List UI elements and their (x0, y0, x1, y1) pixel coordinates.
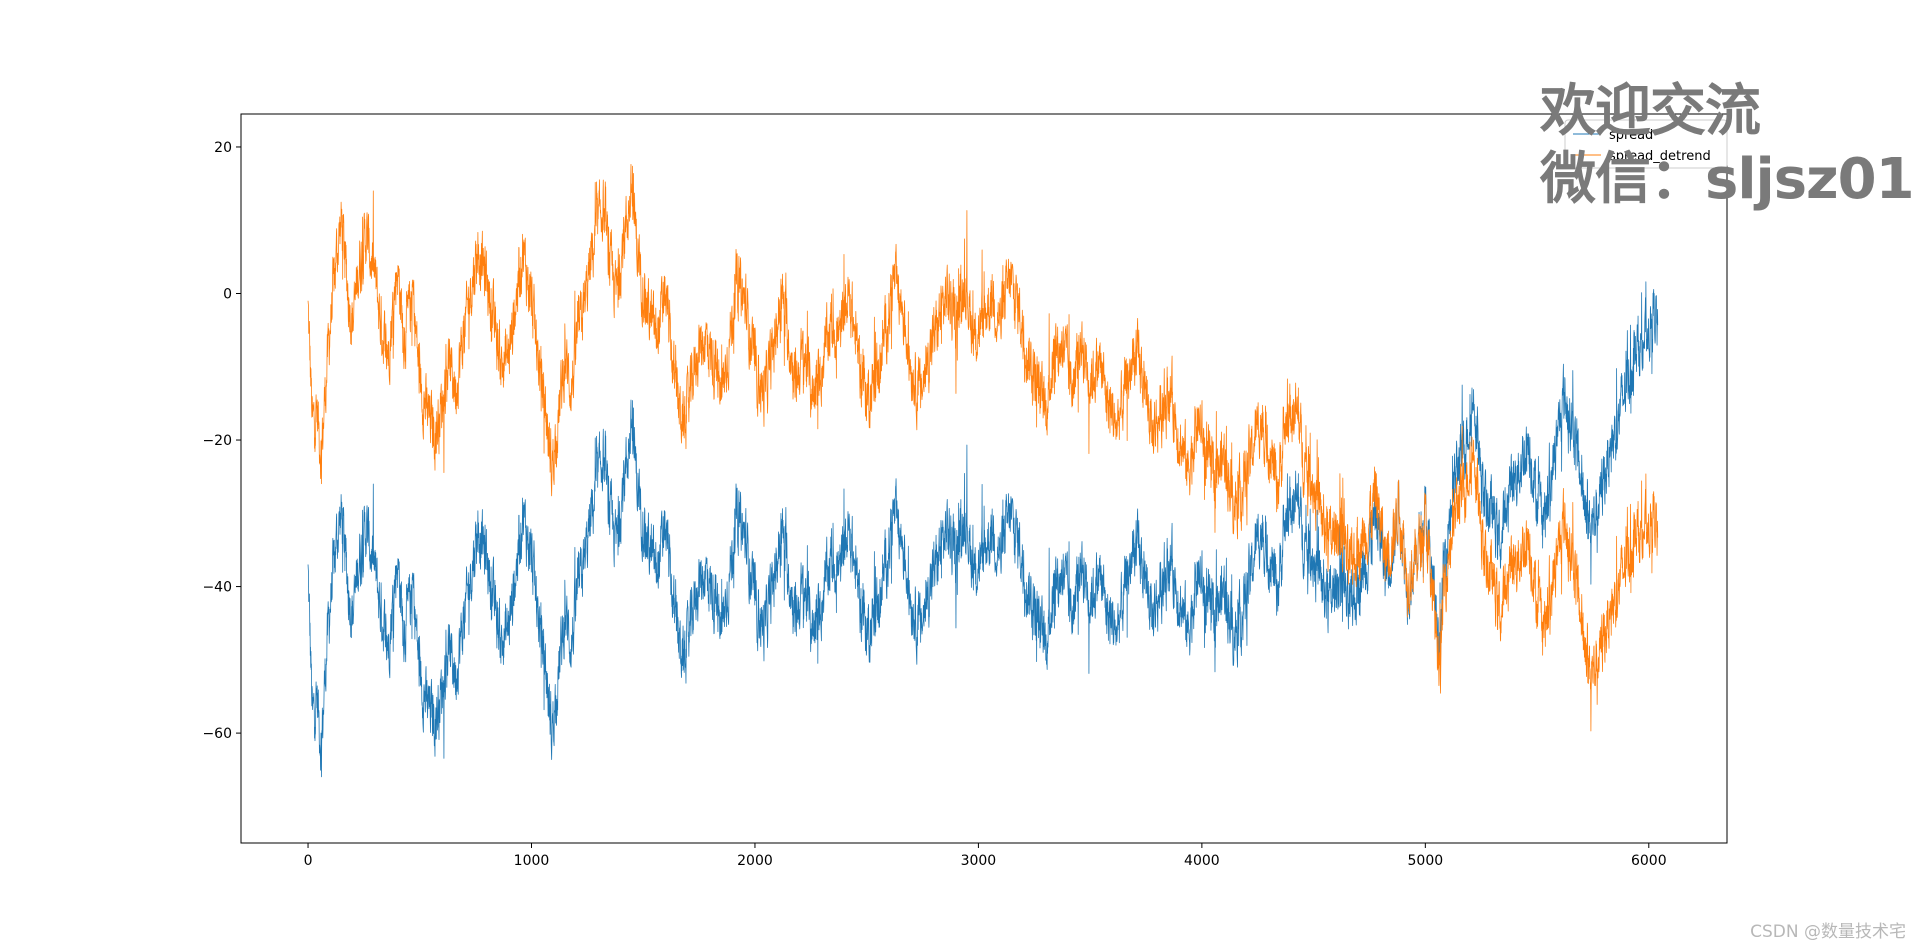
x-axis: 0 1000 2000 3000 4000 5000 6000 (304, 843, 1667, 869)
series-lines (307, 163, 1659, 778)
plot-area-frame (240, 113, 1728, 844)
legend-label: spread_detrend (1609, 149, 1711, 164)
x-tick-label: 1000 (514, 853, 550, 869)
legend-box (1564, 119, 1728, 169)
series-line-spread (307, 281, 1659, 778)
legend: spread spread_detrend (1564, 119, 1728, 169)
x-tick-label: 2000 (737, 853, 773, 869)
y-tick-label: −40 (202, 580, 232, 596)
x-tick-label: 5000 (1408, 853, 1444, 869)
y-tick-label: −20 (202, 433, 232, 449)
credit-text: CSDN @数量技术宅 (1750, 922, 1906, 942)
watermark-line-2: 微信：sljsz01 (1540, 147, 1915, 212)
x-tick-label: 0 (304, 853, 313, 869)
watermark-line-1: 欢迎交流 (1540, 79, 1761, 144)
y-tick-label: 20 (214, 140, 232, 156)
legend-label: spread (1609, 128, 1653, 143)
y-tick-label: 0 (223, 287, 232, 303)
y-axis: 20 0 −20 −40 −60 (202, 140, 241, 742)
watermark-overlay: 欢迎交流 微信：sljsz01 (1540, 78, 1915, 214)
x-tick-label: 6000 (1631, 853, 1667, 869)
x-tick-label: 3000 (961, 853, 997, 869)
x-tick-label: 4000 (1184, 853, 1220, 869)
series-line-spread-detrend (307, 163, 1659, 732)
y-tick-label: −60 (202, 726, 232, 742)
